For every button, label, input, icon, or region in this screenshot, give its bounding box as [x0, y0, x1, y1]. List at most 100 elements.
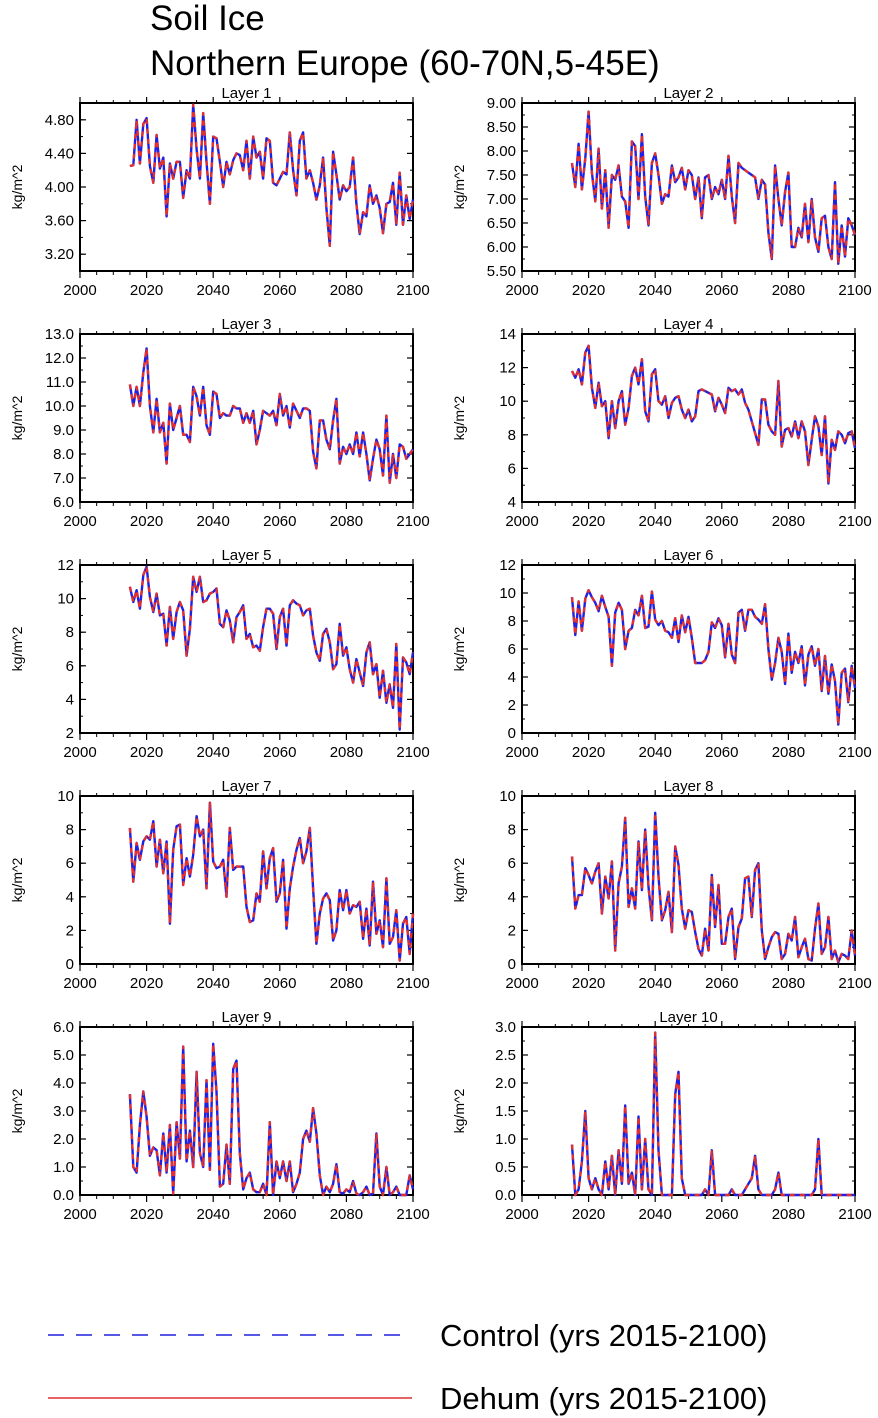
y-tick-label: 1.5: [495, 1103, 516, 1120]
x-tick-label: 2060: [705, 282, 738, 299]
y-tick-label: 10: [57, 788, 74, 805]
panel-layer-5: Layer 5 2 4 6 8 10 12 2000 2020 2040 2060 2080 2100 k…: [9, 547, 430, 761]
y-tick-label: 3.20: [45, 246, 74, 263]
panel-layer-1: Layer 1 3.20 3.60 4.00 4.40 4.80 2000 2020 2040 2…: [9, 85, 430, 299]
x-tick-label: 2040: [639, 744, 672, 761]
x-tick-label: 2060: [263, 1206, 296, 1223]
series-line-dehum: [570, 344, 857, 485]
y-tick-label: 2: [66, 922, 74, 939]
panel-title: Layer 8: [663, 778, 713, 795]
x-tick-label: 2040: [197, 513, 230, 530]
y-tick-label: 10.0: [45, 398, 74, 415]
x-tick-label: 2020: [130, 1206, 163, 1223]
x-tick-label: 2080: [330, 282, 363, 299]
x-tick-label: 2040: [639, 282, 672, 299]
panel-layer-3: Layer 3 6.0 7.0 8.0 9.0 10.0 11.0 12.0 13.0 2000 2…: [9, 316, 430, 530]
y-tick-label: 3.0: [53, 1103, 74, 1120]
x-tick-label: 2100: [838, 744, 871, 761]
y-tick-label: 4.40: [45, 145, 74, 162]
x-tick-label: 2000: [505, 282, 538, 299]
x-tick-label: 2060: [263, 975, 296, 992]
legend-label-control: Control (yrs 2015-2100): [440, 1318, 767, 1353]
x-tick-label: 2080: [330, 513, 363, 530]
x-tick-label: 2000: [63, 282, 96, 299]
y-tick-label: 3.0: [495, 1019, 516, 1036]
chart-title-line-1: Soil Ice: [150, 0, 265, 38]
y-tick-label: 4.80: [45, 112, 74, 129]
legend-label-dehum: Dehum (yrs 2015-2100): [440, 1381, 767, 1416]
series-line-control: [570, 110, 857, 265]
y-tick-label: 2: [508, 697, 516, 714]
x-tick-label: 2080: [772, 282, 805, 299]
panel-title: Layer 6: [663, 547, 713, 564]
y-tick-label: 1.0: [495, 1131, 516, 1148]
y-tick-label: 1.0: [53, 1159, 74, 1176]
y-tick-label: 8: [508, 613, 516, 630]
x-tick-label: 2040: [197, 744, 230, 761]
y-tick-label: 5.50: [487, 263, 516, 280]
y-axis-label: kg/m^2: [9, 857, 25, 902]
y-tick-label: 11.0: [46, 374, 74, 391]
y-tick-label: 9.00: [487, 95, 516, 112]
y-tick-label: 12: [499, 360, 516, 377]
x-tick-label: 2040: [639, 1206, 672, 1223]
y-tick-label: 10: [499, 585, 516, 602]
series-line-control: [128, 565, 415, 731]
panel-layer-7: Layer 7 0 2 4 6 8 10 2000 2020 2040 2060 2080 2100 kg…: [9, 778, 430, 992]
y-tick-label: 9.0: [53, 422, 74, 439]
y-tick-label: 8: [508, 822, 516, 839]
x-tick-label: 2020: [130, 513, 163, 530]
y-tick-label: 5.0: [53, 1047, 74, 1064]
x-tick-label: 2060: [705, 1206, 738, 1223]
x-tick-label: 2040: [197, 282, 230, 299]
plot-frame: [521, 564, 856, 734]
y-tick-label: 4: [66, 889, 74, 906]
x-tick-label: 2000: [63, 975, 96, 992]
y-tick-label: 0: [508, 956, 516, 973]
x-tick-label: 2000: [505, 975, 538, 992]
y-axis-label: kg/m^2: [451, 626, 467, 671]
y-tick-label: 0: [508, 725, 516, 742]
x-tick-label: 2100: [396, 744, 429, 761]
x-tick-label: 2100: [396, 975, 429, 992]
plot-frame: [521, 333, 856, 503]
panel-layer-4: Layer 4 4 6 8 10 12 14 2000 2020 2040 2060 2080 2100…: [451, 316, 872, 530]
x-tick-label: 2000: [63, 1206, 96, 1223]
y-tick-label: 4: [508, 494, 516, 511]
x-tick-label: 2020: [572, 975, 605, 992]
series-line-dehum: [570, 811, 857, 964]
series-line-dehum: [128, 565, 415, 731]
y-axis-label: kg/m^2: [9, 1088, 25, 1133]
y-tick-label: 2: [66, 725, 74, 742]
x-tick-label: 2060: [263, 282, 296, 299]
y-tick-label: 6: [508, 855, 516, 872]
x-tick-label: 2080: [772, 513, 805, 530]
series-line-control: [570, 811, 857, 964]
y-axis-label: kg/m^2: [9, 395, 25, 440]
x-tick-label: 2080: [772, 975, 805, 992]
x-tick-label: 2060: [263, 744, 296, 761]
y-tick-label: 7.0: [53, 470, 74, 487]
y-tick-label: 2.0: [495, 1075, 516, 1092]
series-line-control: [570, 1031, 855, 1197]
y-tick-label: 8.00: [487, 143, 516, 160]
x-tick-label: 2020: [572, 513, 605, 530]
x-tick-label: 2100: [396, 282, 429, 299]
y-tick-label: 7.00: [487, 191, 516, 208]
series-line-dehum: [129, 103, 415, 248]
series-line-dehum: [570, 589, 857, 726]
x-tick-label: 2100: [396, 513, 429, 530]
y-tick-label: 8: [66, 624, 74, 641]
y-tick-label: 8: [508, 427, 516, 444]
x-tick-label: 2080: [772, 744, 805, 761]
panel-title: Layer 9: [221, 1009, 271, 1026]
series-line-dehum: [128, 1042, 415, 1197]
plot-frame: [79, 333, 414, 503]
y-tick-label: 6.0: [53, 494, 74, 511]
y-tick-label: 4: [66, 691, 74, 708]
y-tick-label: 6: [66, 855, 74, 872]
y-tick-label: 2: [508, 922, 516, 939]
y-tick-label: 10: [57, 591, 74, 608]
series-line-dehum: [128, 801, 415, 962]
